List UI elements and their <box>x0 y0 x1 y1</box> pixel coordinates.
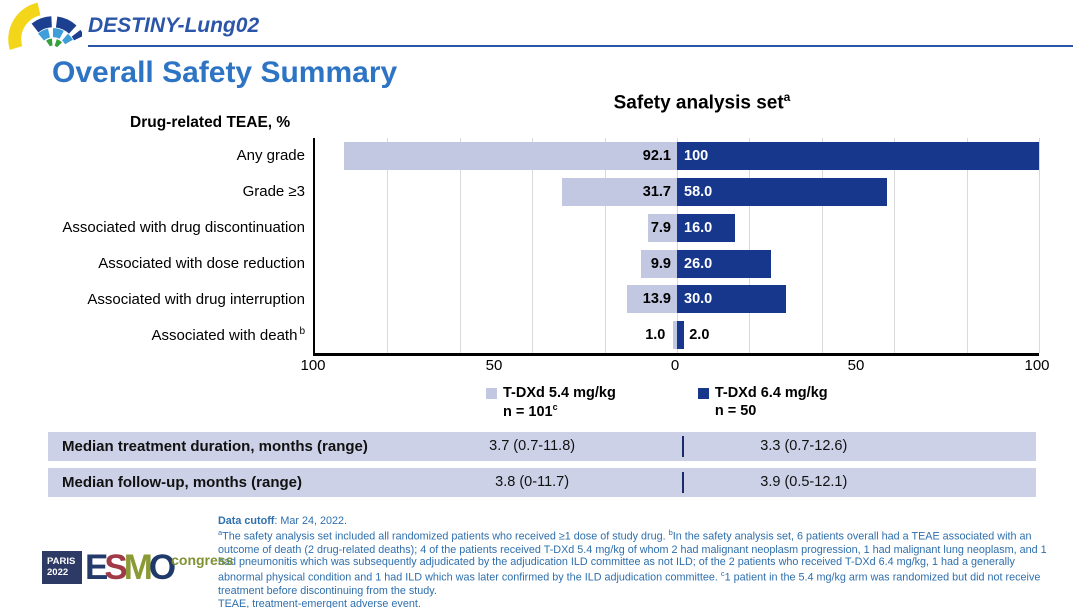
category-label: Grade ≥3 <box>242 183 305 201</box>
destiny-fan-logo-icon <box>8 2 82 50</box>
gridline <box>894 138 896 353</box>
table-column-divider <box>682 472 685 493</box>
bar-tdxd-5-4 <box>648 213 677 242</box>
x-axis-tick: 100 <box>300 357 326 374</box>
gridline <box>1039 138 1040 353</box>
bar-tdxd-5-4 <box>673 321 677 350</box>
study-name: DESTINY-Lung02 <box>88 14 260 37</box>
bar-tdxd-6-4 <box>677 285 786 314</box>
table-row: Median treatment duration, months (range… <box>48 432 1036 461</box>
value-label-left: 31.7 <box>642 183 671 200</box>
value-label-left: 92.1 <box>642 148 671 164</box>
category-label: Associated with death b <box>151 325 305 344</box>
table-value-6-4: 3.3 (0.7-12.6) <box>760 438 848 454</box>
value-label-right: 16.0 <box>684 219 713 236</box>
bar-tdxd-6-4 <box>677 142 1039 170</box>
gridline <box>966 138 968 353</box>
legend-swatch-icon <box>697 388 709 399</box>
esmo-congress-logo: PARIS 2022 ESMO congress <box>42 548 234 587</box>
table-row: Median follow-up, months (range) 3.8 (0-1… <box>48 468 1036 497</box>
bar-row: Associated with dose reduction 9.9 26.0 <box>98 246 1039 282</box>
page-title: Overall Safety Summary <box>52 56 398 89</box>
bar-row: Associated with death b 1.0 2.0 <box>152 317 1039 353</box>
footnote-line: TEAE, treatment-emergent adverse event. <box>218 597 421 608</box>
legend-item: T-DXd 5.4 mg/kg n = 101c <box>486 384 616 421</box>
gridline <box>459 138 461 353</box>
value-label-right: 26.0 <box>684 255 713 272</box>
category-label: Any grade <box>236 147 305 165</box>
bar-row: Any grade 92.1 100 <box>237 138 1039 174</box>
esmo-letters: ESMO <box>85 548 176 587</box>
bar-tdxd-6-4 <box>677 177 887 206</box>
x-axis-ticks: 100 50 0 50 100 <box>300 357 1049 375</box>
category-label: Associated with drug interruption <box>87 290 305 308</box>
bar-tdxd-5-4 <box>343 142 677 170</box>
esmo-congress-label: congress <box>171 552 234 568</box>
chart-title: Safety analysis seta <box>613 90 791 114</box>
bar-tdxd-6-4 <box>677 249 772 278</box>
table-column-divider <box>682 436 685 457</box>
bar-row: Associated with drug interruption 13.9 30.… <box>87 281 1039 317</box>
bar-tdxd-5-4 <box>626 285 677 314</box>
table-row-label: Median follow-up, months (range) <box>62 474 302 491</box>
bar-row: Associated with drug discontinuation 7.9 1… <box>62 210 1039 246</box>
gridline <box>821 138 823 353</box>
value-label-left: 7.9 <box>650 219 671 236</box>
esmo-letter: M <box>123 548 153 587</box>
table-value-6-4: 3.9 (0.5-12.1) <box>760 474 848 490</box>
footnote-line: Data cutoff: Mar 24, 2022. <box>218 515 348 527</box>
gridline <box>532 138 534 353</box>
gridline <box>387 138 389 353</box>
esmo-paris-2022-badge: PARIS 2022 <box>42 551 82 584</box>
header-rule <box>88 45 1073 47</box>
gridline <box>604 138 606 353</box>
bar-tdxd-5-4 <box>641 249 677 278</box>
value-label-right: 30.0 <box>684 291 713 308</box>
footnotes: Data cutoff: Mar 24, 2022. aThe safety an… <box>218 515 1056 608</box>
value-label-right: 2.0 <box>689 327 710 344</box>
value-label-left: 9.9 <box>650 255 671 272</box>
value-label-right: 58.0 <box>684 183 713 200</box>
chart-title-superscript: a <box>783 90 791 104</box>
chart-axis-label: Drug-related TEAE, % <box>130 114 291 131</box>
table-value-5-4: 3.7 (0.7-11.8) <box>489 438 576 454</box>
gridline <box>749 138 751 353</box>
bar-tdxd-5-4 <box>562 177 677 206</box>
value-label-left: 13.9 <box>642 291 671 308</box>
bar-tdxd-6-4 <box>677 321 685 350</box>
category-label: Associated with dose reduction <box>98 254 305 272</box>
table-value-5-4: 3.8 (0-11.7) <box>495 474 570 490</box>
legend-item: T-DXd 6.4 mg/kg n = 50 <box>697 384 828 421</box>
x-axis-tick: 50 <box>485 357 503 374</box>
chart-legend: T-DXd 5.4 mg/kg n = 101c T-DXd 6.4 mg/kg n … <box>486 384 828 421</box>
x-axis-tick: 100 <box>1024 357 1050 374</box>
value-label-right: 100 <box>684 148 709 164</box>
legend-text: T-DXd 5.4 mg/kg n = 101c <box>503 385 616 420</box>
bar-row: Grade ≥3 31.7 58.0 <box>243 174 1039 210</box>
bar-tdxd-6-4 <box>677 213 735 242</box>
plot-area: Any grade 92.1 100 Grade ≥3 31.7 58.0 Associat… <box>62 138 1040 356</box>
esmo-letter: O <box>148 548 176 587</box>
category-label: Associated with drug discontinuation <box>62 219 305 237</box>
legend-swatch-icon <box>486 388 497 399</box>
legend-text: T-DXd 6.4 mg/kg n = 50 <box>714 385 828 420</box>
esmo-letter: S <box>104 548 127 587</box>
value-label-left: 1.0 <box>645 327 666 344</box>
footnote-line: aThe safety analysis set included all ra… <box>218 527 1047 597</box>
x-axis-tick: 0 <box>670 357 680 374</box>
table-row-label: Median treatment duration, months (range… <box>62 438 368 455</box>
esmo-letter: E <box>85 548 108 587</box>
gridline <box>677 138 678 353</box>
x-axis-tick: 50 <box>847 357 865 374</box>
